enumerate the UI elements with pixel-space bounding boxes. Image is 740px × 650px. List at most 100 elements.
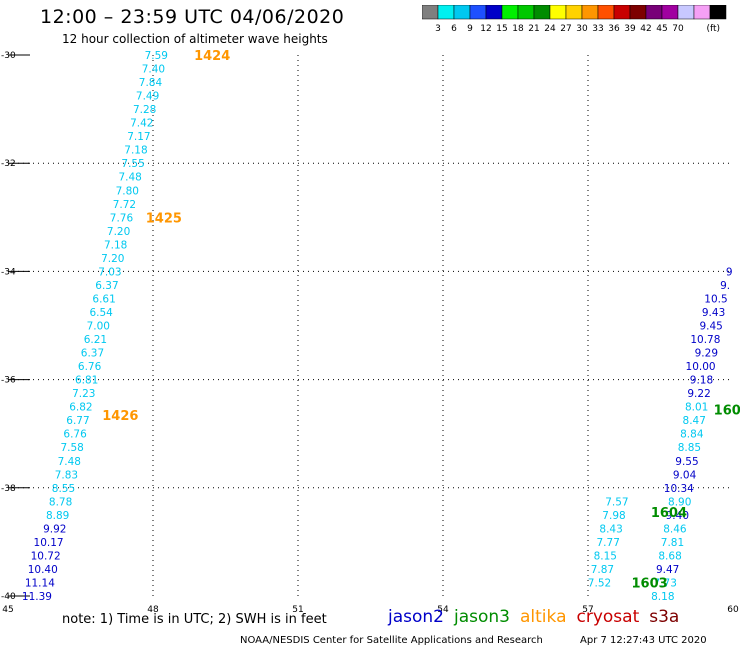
swh-data-label: 7.55 — [121, 158, 144, 170]
satellite-legend: jason2 jason3 altika cryosat s3a — [388, 607, 689, 627]
pass-time-label: 1603 — [632, 576, 668, 591]
swh-data-label: 7.40 — [142, 64, 165, 76]
swh-data-label: 9 — [726, 266, 733, 278]
satellite-name-jason3: jason3 — [454, 607, 510, 627]
swh-data-label: 7.72 — [113, 199, 136, 211]
legend-tick-label: 3 — [435, 24, 441, 34]
swh-data-label: 8.68 — [658, 550, 681, 562]
swh-data-label: 6.54 — [89, 307, 113, 319]
swh-data-label: 7.49 — [136, 91, 159, 103]
swh-data-label: 7.18 — [104, 239, 127, 251]
swh-data-label: 7.83 — [55, 469, 78, 481]
chart-subtitle: 12 hour collection of altimeter wave hei… — [62, 32, 328, 46]
swh-data-label: 9.55 — [675, 456, 698, 468]
swh-data-label: 7.84 — [139, 77, 163, 89]
color-legend: 3 6 9 12 15 18 21 24 27 30 33 36 39 42 45 70 (ft) — [422, 5, 727, 34]
swh-data-label: 9.92 — [43, 523, 66, 535]
legend-tick-label: 33 — [592, 24, 603, 34]
y-tick-label: -38 — [1, 484, 16, 494]
legend-tick-label: 24 — [544, 24, 556, 34]
swh-data-label: 10.00 — [686, 361, 716, 373]
satellite-name-cryosat: cryosat — [576, 607, 640, 627]
swh-data-label: 6.81 — [75, 375, 98, 387]
pass-time-label: 1425 — [146, 211, 182, 226]
swh-data-label: 7.98 — [602, 510, 625, 522]
legend-tick-label: 18 — [512, 24, 524, 34]
swh-data-label: 10.78 — [690, 334, 720, 346]
legend-tick-label: 9 — [467, 24, 473, 34]
swh-data-label: 7.28 — [133, 104, 156, 116]
swh-data-label: 8.84 — [680, 429, 704, 441]
swh-data-label: 8.90 — [668, 496, 691, 508]
swh-data-label: 7.20 — [107, 226, 130, 238]
x-tick-label: 54 — [437, 605, 449, 615]
swh-data-label: 9.45 — [699, 321, 722, 333]
legend-tick-label: 15 — [496, 24, 507, 34]
swh-data-label: 9.40 — [666, 510, 689, 522]
swh-data-label: 7.57 — [605, 496, 628, 508]
swh-data-label: 9.04 — [673, 469, 697, 481]
swh-data-label: 8.01 — [685, 402, 708, 414]
swh-data-label: 10.40 — [28, 564, 58, 576]
swh-data-label: 7.76 — [110, 212, 134, 224]
legend-tick-label: 30 — [576, 24, 588, 34]
x-tick-label: 60 — [727, 605, 739, 615]
legend-tick-label: 21 — [528, 24, 539, 34]
swh-data-label: 6.76 — [78, 361, 102, 373]
swh-data-label: 9.29 — [695, 348, 718, 360]
swh-data-label: 6.61 — [92, 293, 115, 305]
swh-data-label: 7.52 — [588, 577, 611, 589]
swh-data-label: 8.78 — [49, 496, 72, 508]
legend-tick-label: 27 — [560, 24, 571, 34]
credit-text: NOAA/NESDIS Center for Satellite Applica… — [240, 635, 543, 646]
swh-data-label: 9. — [720, 280, 730, 292]
swh-data-label: 7.77 — [597, 537, 620, 549]
chart-title: 12:00 – 23:59 UTC 04/06/2020 — [40, 6, 345, 28]
swh-data-label: 9.47 — [656, 564, 679, 576]
swh-data-label: 9.22 — [687, 388, 710, 400]
y-tick-label: -32 — [1, 159, 16, 169]
pass-time-label: 1605 — [714, 403, 740, 418]
swh-data-label: 8.46 — [663, 523, 687, 535]
y-tick-label: -34 — [1, 267, 16, 277]
satellite-name-s3a: s3a — [649, 607, 680, 627]
legend-unit: (ft) — [706, 24, 720, 34]
swh-data-label: 8.18 — [651, 591, 674, 603]
swh-data-label: 7.80 — [116, 185, 139, 197]
swh-data-label: 7.17 — [127, 131, 150, 143]
y-tick-label: -36 — [1, 376, 16, 386]
swh-data-label: 8.89 — [46, 510, 69, 522]
pass-time-label: 1426 — [102, 409, 138, 424]
generation-timestamp: Apr 7 12:27:43 UTC 2020 — [580, 635, 707, 646]
x-tick-label: 57 — [582, 605, 593, 615]
satellite-name-jason2: jason2 — [388, 607, 444, 627]
swh-data-label: 10.34 — [664, 483, 694, 495]
x-tick-label: 45 — [2, 605, 13, 615]
swh-data-label: 6.77 — [66, 415, 89, 427]
swh-data-label: 7.03 — [98, 266, 121, 278]
satellite-name-altika: altika — [520, 607, 567, 627]
legend-tick-label: 70 — [672, 24, 684, 34]
swh-data-label: 8.15 — [594, 550, 617, 562]
swh-data-label: 11.14 — [25, 577, 55, 589]
legend-tick-label: 6 — [451, 24, 457, 34]
swh-data-label: 8.47 — [683, 415, 706, 427]
swh-data-label: 11.39 — [22, 591, 52, 603]
pass-time-label: 1604 — [651, 506, 687, 521]
swh-data-label: 6.21 — [84, 334, 107, 346]
legend-tick-label: 42 — [640, 24, 651, 34]
swh-data-label: 6.37 — [81, 348, 104, 360]
swh-data-label: 7.58 — [60, 442, 83, 454]
pass-time-label: 1424 — [194, 49, 230, 64]
swh-data-label: 8.55 — [52, 483, 75, 495]
swh-data-label: 8.43 — [599, 523, 622, 535]
swh-data-label: 7.87 — [591, 564, 614, 576]
footer-note: note: 1) Time is in UTC; 2) SWH is in fe… — [62, 612, 327, 627]
swh-data-label: 7.18 — [124, 145, 147, 157]
swh-data-label: 6.82 — [69, 402, 92, 414]
legend-tick-label: 12 — [480, 24, 491, 34]
swh-data-label: 7.42 — [130, 118, 153, 130]
swh-data-label: 8.85 — [678, 442, 701, 454]
swh-data-label: 7.48 — [58, 456, 81, 468]
